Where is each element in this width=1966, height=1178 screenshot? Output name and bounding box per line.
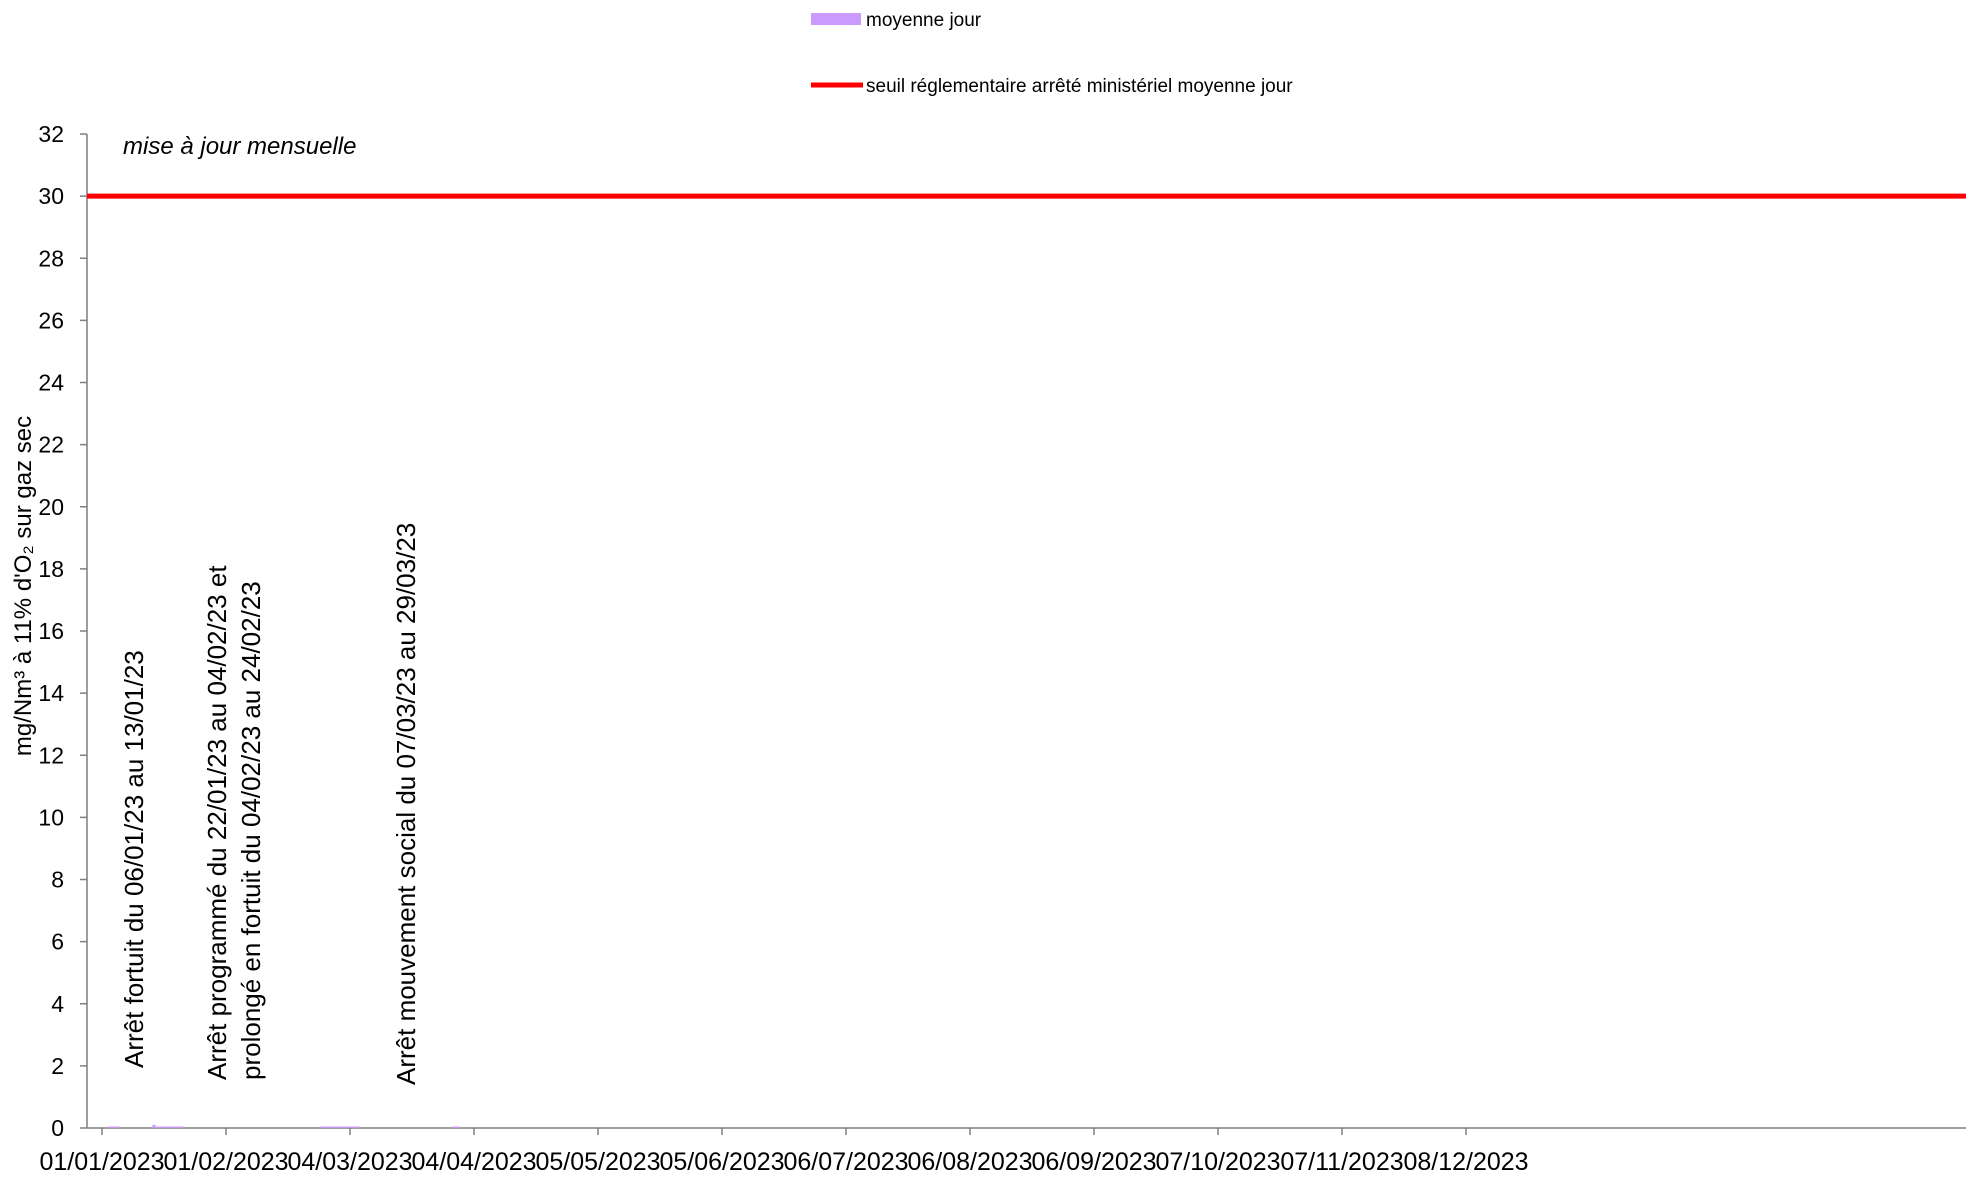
y-tick-label: 30 — [38, 183, 64, 209]
legend-swatch-bar — [811, 13, 861, 25]
y-tick-label: 8 — [51, 867, 64, 893]
data-bar — [340, 1126, 344, 1128]
data-bar — [328, 1126, 332, 1128]
data-bar — [160, 1126, 164, 1128]
x-tick-label: 06/07/2023 — [783, 1148, 908, 1173]
data-bar — [180, 1126, 184, 1128]
data-bar — [152, 1124, 156, 1128]
y-tick-label: 22 — [38, 432, 64, 458]
data-bar — [112, 1126, 116, 1128]
x-tick-label: 05/05/2023 — [535, 1148, 660, 1173]
y-tick-label: 18 — [38, 556, 64, 582]
data-bar — [336, 1126, 340, 1128]
y-tick-label: 16 — [38, 618, 64, 644]
x-tick-label: 07/10/2023 — [1155, 1148, 1280, 1173]
data-bar — [332, 1126, 336, 1128]
y-tick-label: 24 — [38, 370, 64, 396]
y-tick-label: 4 — [51, 991, 64, 1017]
y-tick-label: 14 — [38, 680, 64, 706]
legend-label: seuil réglementaire arrêté ministériel m… — [866, 76, 1293, 97]
y-tick-label: 6 — [51, 929, 64, 955]
y-tick-label: 20 — [38, 494, 64, 520]
x-tick-label: 05/06/2023 — [659, 1148, 784, 1173]
annotation-text: prolongé en fortuit du 04/02/23 au 24/02… — [236, 581, 266, 1080]
update-note: mise à jour mensuelle — [123, 133, 356, 160]
x-tick-label: 06/08/2023 — [907, 1148, 1032, 1173]
data-bar — [176, 1126, 180, 1128]
data-bar — [156, 1126, 160, 1128]
x-tick-label: 07/11/2023 — [1280, 1148, 1403, 1173]
data-bar — [352, 1126, 356, 1128]
x-tick-label: 04/04/2023 — [411, 1148, 536, 1173]
data-bar — [164, 1126, 168, 1128]
y-tick-label: 32 — [38, 121, 64, 147]
annotation-text: Arrêt mouvement social du 07/03/23 au 29… — [391, 523, 421, 1085]
x-tick-label: 01/02/2023 — [163, 1148, 288, 1173]
annotation-text: Arrêt programmé du 22/01/23 au 04/02/23 … — [202, 565, 232, 1080]
x-tick-label: 04/03/2023 — [287, 1148, 412, 1173]
data-bar — [452, 1126, 456, 1128]
data-bar — [456, 1126, 460, 1128]
y-tick-label: 0 — [51, 1115, 64, 1141]
data-bar — [344, 1126, 348, 1128]
y-tick-label: 26 — [38, 307, 64, 333]
data-bar — [108, 1126, 112, 1128]
legend-label: moyenne jour — [866, 10, 982, 31]
x-tick-label: 01/01/2023 — [39, 1148, 164, 1173]
data-bar — [172, 1126, 176, 1128]
data-bar — [348, 1126, 352, 1128]
data-bar — [356, 1126, 360, 1128]
data-bar — [324, 1126, 328, 1128]
y-tick-label: 12 — [38, 742, 64, 768]
data-bar — [320, 1126, 324, 1128]
y-axis-label: mg/Nm³ à 11% d'O₂ sur gaz sec — [10, 416, 37, 756]
x-tick-label: 08/12/2023 — [1403, 1148, 1528, 1173]
y-tick-label: 10 — [38, 804, 64, 830]
data-bar — [168, 1126, 172, 1128]
x-tick-label: 06/09/2023 — [1031, 1148, 1156, 1173]
data-bar — [116, 1126, 120, 1128]
annotation-text: Arrêt fortuit du 06/01/23 au 13/01/23 — [119, 650, 149, 1068]
y-tick-label: 28 — [38, 245, 64, 271]
y-tick-label: 2 — [51, 1053, 64, 1079]
